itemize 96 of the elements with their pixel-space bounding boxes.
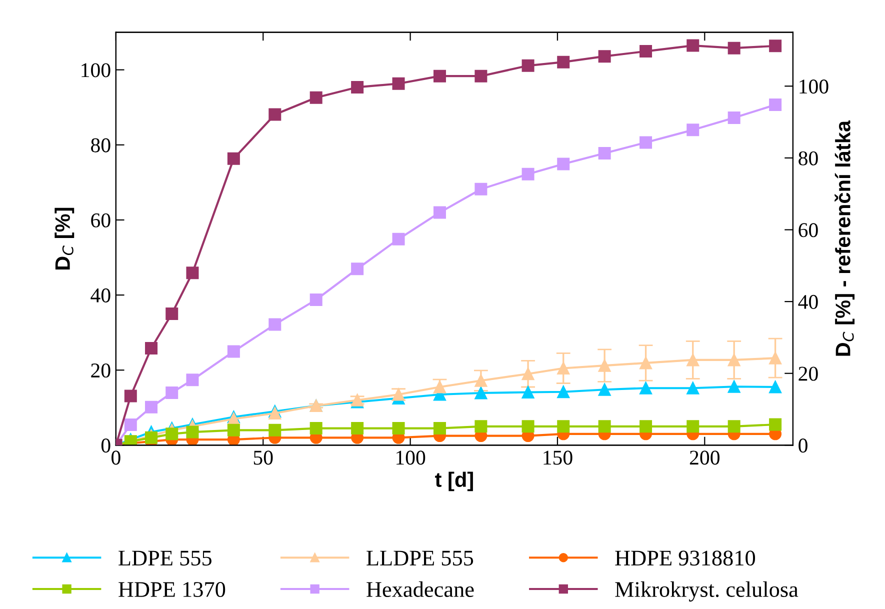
point	[640, 356, 652, 370]
point	[522, 368, 534, 380]
point	[433, 206, 446, 219]
point	[433, 70, 446, 82]
x-tick-label: 100	[396, 450, 426, 465]
point	[474, 420, 488, 433]
point	[227, 152, 240, 165]
point	[145, 342, 158, 354]
y2-axis-title: D$_{C}$ [%] - referenční látka	[834, 120, 855, 356]
y2-tick-label: 80	[798, 151, 818, 166]
legend-label: Hexadecane	[366, 581, 474, 598]
y-tick-label: 40	[90, 288, 110, 302]
point	[351, 80, 364, 94]
point	[769, 380, 782, 394]
point	[186, 426, 199, 438]
y-tick-label: 80	[91, 138, 110, 152]
point	[557, 386, 570, 398]
y-tick-label: 60	[91, 213, 110, 228]
y2-tick-label: 0	[798, 438, 808, 453]
point	[686, 39, 700, 52]
point	[392, 77, 405, 90]
point	[557, 420, 570, 433]
point	[686, 420, 700, 433]
point	[598, 383, 611, 396]
point	[310, 422, 322, 435]
point	[351, 422, 364, 435]
point	[124, 418, 137, 431]
point	[769, 418, 782, 431]
point	[166, 428, 178, 440]
point	[310, 91, 322, 104]
legend-label: HDPE 1370	[118, 582, 226, 598]
x-tick-label: 200	[690, 450, 720, 465]
y-axis-title: D$_{C}$ [%]	[54, 208, 74, 270]
y2-tick-label: 100	[800, 80, 828, 94]
point	[392, 232, 405, 246]
x-tick-label: 0	[112, 450, 120, 465]
y-tick-label: 20	[91, 363, 110, 378]
point	[474, 70, 488, 82]
y-tick-label: 0	[101, 438, 110, 453]
point	[474, 374, 488, 387]
legend-label: LLDPE 555	[366, 550, 474, 566]
point	[474, 386, 488, 400]
x-tick-label: 150	[544, 450, 572, 465]
point	[686, 382, 700, 394]
point	[124, 390, 137, 402]
x-tick-label: 50	[254, 450, 273, 465]
point	[598, 359, 611, 372]
point	[769, 352, 782, 364]
point	[522, 59, 534, 72]
y2-tick-label: 60	[798, 223, 818, 238]
point	[598, 420, 611, 433]
point	[392, 422, 405, 435]
point	[522, 168, 534, 180]
point	[640, 136, 652, 149]
y-tick-label: 100	[82, 63, 110, 78]
point	[728, 380, 740, 393]
point	[728, 420, 740, 433]
legend-label: LDPE 555	[118, 550, 212, 566]
point	[268, 424, 282, 436]
point	[268, 407, 282, 420]
point	[227, 345, 240, 358]
point	[769, 98, 782, 112]
point	[686, 354, 700, 366]
point	[186, 374, 199, 386]
point	[433, 422, 446, 435]
point	[474, 182, 488, 196]
point	[640, 45, 652, 58]
point	[640, 420, 652, 433]
point	[522, 420, 534, 433]
point	[145, 431, 158, 444]
point	[598, 147, 611, 160]
point	[640, 382, 652, 394]
point	[186, 266, 199, 280]
y2-tick-label: 40	[798, 294, 818, 309]
point	[686, 124, 700, 136]
x-axis-title: t [d]	[435, 472, 473, 492]
point	[351, 262, 364, 276]
point	[728, 42, 740, 54]
point	[557, 56, 570, 68]
point	[557, 158, 570, 170]
point	[728, 111, 740, 124]
point	[268, 318, 282, 331]
legend-label: Mikrokryst. celulosa	[615, 581, 798, 602]
legend-label: HDPE 9318810	[615, 550, 756, 566]
point	[166, 308, 178, 320]
point	[268, 108, 282, 121]
point	[310, 294, 322, 306]
point	[522, 386, 534, 399]
point	[166, 386, 178, 400]
y2-tick-label: 20	[798, 366, 818, 381]
point	[728, 354, 740, 366]
point	[557, 362, 570, 374]
point	[769, 40, 782, 52]
point	[598, 50, 611, 63]
point	[227, 424, 240, 436]
point	[145, 400, 158, 414]
